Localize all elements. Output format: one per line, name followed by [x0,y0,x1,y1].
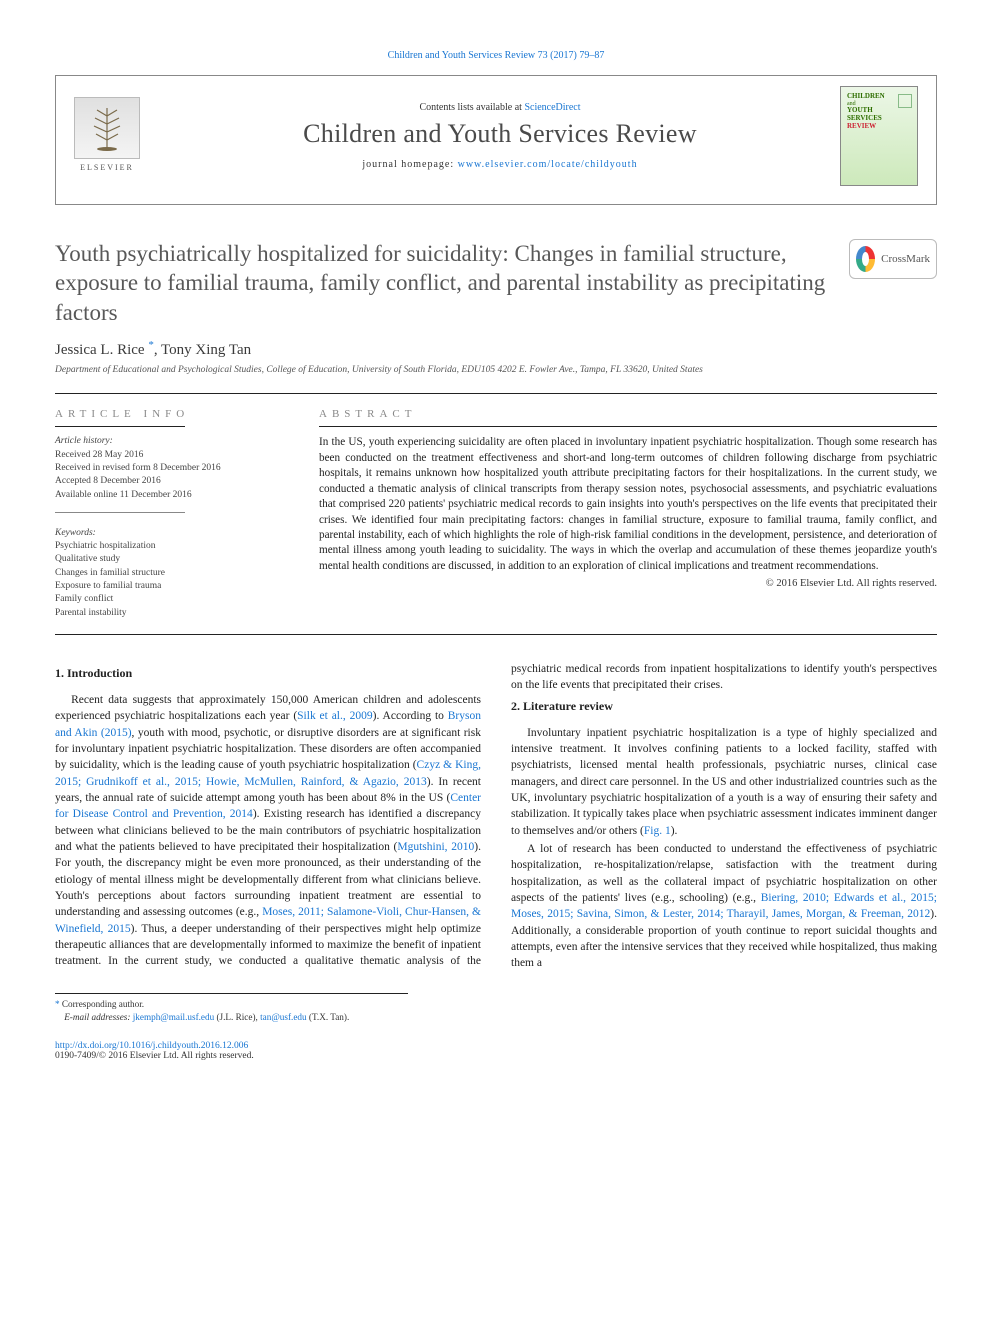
corr-marker: * [55,999,60,1009]
keyword-2: Changes in familial structure [55,567,283,580]
elsevier-wordmark: ELSEVIER [74,163,140,172]
contents-line: Contents lists available at ScienceDirec… [160,102,840,113]
fig-1-link[interactable]: Fig. 1 [644,825,671,837]
doi-link[interactable]: http://dx.doi.org/10.1016/j.childyouth.2… [55,1041,248,1051]
author-0-name: Jessica L. Rice [55,342,145,358]
cover-emblem-icon [898,94,912,108]
crossmark-icon [856,246,875,272]
author-sep: , [154,342,161,358]
homepage-line: journal homepage: www.elsevier.com/locat… [160,159,840,170]
keywords-label: Keywords: [55,527,283,540]
affiliation: Department of Educational and Psychologi… [55,365,937,375]
abstract-rule [319,426,937,427]
keyword-0: Psychiatric hospitalization [55,540,283,553]
doi-block: http://dx.doi.org/10.1016/j.childyouth.2… [55,1041,937,1061]
info-rule [55,426,185,427]
homepage-prefix: journal homepage: [362,159,457,170]
journal-name: Children and Youth Services Review [160,119,840,149]
article-title: Youth psychiatrically hospitalized for s… [55,239,937,327]
abstract-copyright: © 2016 Elsevier Ltd. All rights reserved… [319,578,937,589]
issn-copyright: 0190-7409/© 2016 Elsevier Ltd. All right… [55,1051,937,1061]
footnotes: * Corresponding author. E-mail addresses… [55,993,408,1023]
lit-text-a: Involuntary inpatient psychiatric hospit… [511,727,937,837]
divider-rule [55,393,937,394]
ref-mgutshini-2010[interactable]: Mgutshini, 2010 [397,841,474,853]
introduction-heading: 1. Introduction [55,665,481,682]
article-body: 1. Introduction Recent data suggests tha… [55,661,937,972]
homepage-link[interactable]: www.elsevier.com/locate/childyouth [458,159,638,170]
journal-masthead: ELSEVIER Contents lists available at Sci… [55,75,937,205]
elsevier-logo: ELSEVIER [74,97,140,175]
email-1-who: (T.X. Tan) [309,1012,347,1022]
lit-paragraph-1: Involuntary inpatient psychiatric hospit… [511,725,937,839]
lit-paragraph-2: A lot of research has been conducted to … [511,841,937,972]
citation-header[interactable]: Children and Youth Services Review 73 (2… [55,50,937,61]
elsevier-tree-icon [74,97,140,159]
lit-text-b: ). [671,825,678,837]
keyword-1: Qualitative study [55,553,283,566]
history-1: Received in revised form 8 December 2016 [55,462,283,475]
email-0-who: (J.L. Rice) [216,1012,255,1022]
email-end: . [347,1012,349,1022]
history-3: Available online 11 December 2016 [55,489,283,502]
history-label: Article history: [55,435,283,448]
keyword-4: Family conflict [55,593,283,606]
history-0: Received 28 May 2016 [55,449,283,462]
abstract-heading: abstract [319,408,937,420]
email-0[interactable]: jkemph@mail.usf.edu [133,1012,214,1022]
author-list: Jessica L. Rice *, Tony Xing Tan [55,339,937,359]
keyword-5: Parental instability [55,607,283,620]
sciencedirect-link[interactable]: ScienceDirect [524,102,580,113]
article-info-heading: article info [55,408,283,420]
divider-rule-2 [55,634,937,635]
crossmark-label: CrossMark [881,254,930,265]
history-2: Accepted 8 December 2016 [55,475,283,488]
corr-label: Corresponding author. [62,999,144,1009]
literature-review-heading: 2. Literature review [511,698,937,715]
journal-cover-thumbnail: CHILDREN and YOUTH SERVICES REVIEW [840,86,918,186]
intro-text-b: ). According to [373,710,448,722]
ref-silk-2009[interactable]: Silk et al., 2009 [297,710,372,722]
email-label: E-mail addresses: [64,1012,130,1022]
contents-prefix: Contents lists available at [419,102,524,113]
crossmark-badge[interactable]: CrossMark [849,239,937,279]
author-1-name: Tony Xing Tan [161,342,251,358]
keyword-3: Exposure to familial trauma [55,580,283,593]
info-separator [55,512,185,513]
abstract-text: In the US, youth experiencing suicidalit… [319,435,937,574]
cover-word-4: REVIEW [847,123,911,131]
email-1[interactable]: tan@usf.edu [260,1012,306,1022]
